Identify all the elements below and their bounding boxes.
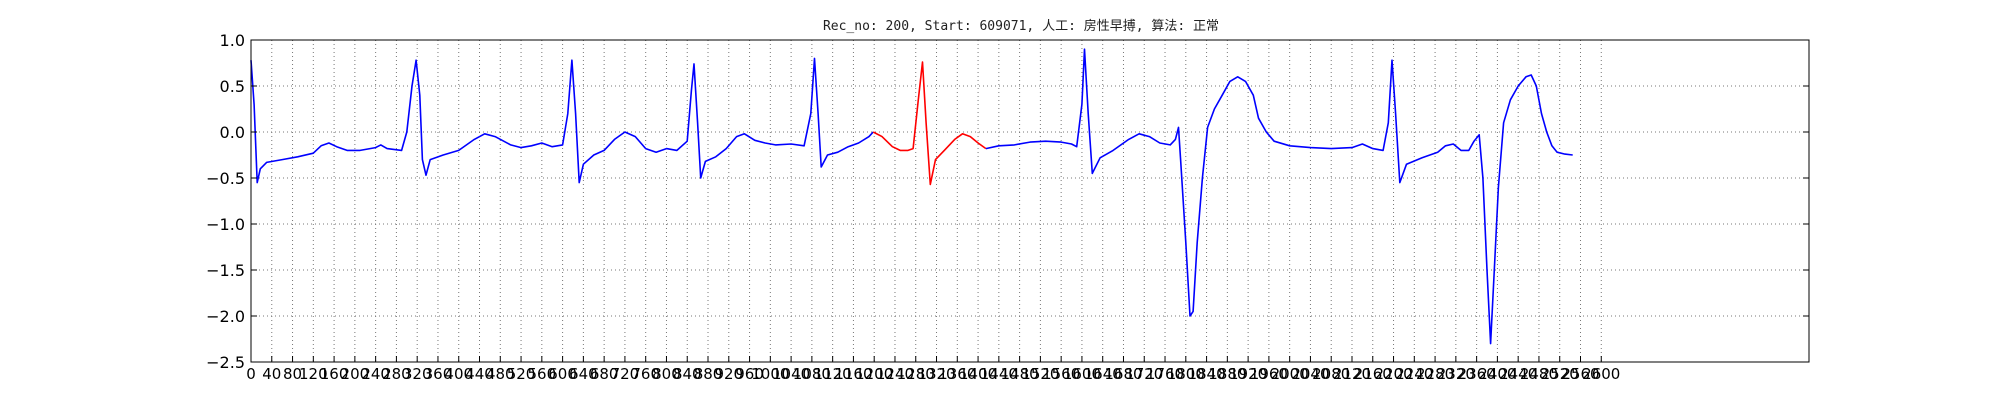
x-tick-label: 1200	[855, 365, 893, 383]
x-tick-label: 1360	[938, 365, 976, 383]
x-tick-label: 1560	[1042, 365, 1080, 383]
chart-title: Rec_no: 200, Start: 609071, 人工: 房性早搏, 算法…	[823, 18, 1219, 34]
x-tick-label: 2360	[1458, 365, 1496, 383]
y-tick-label: −1.0	[206, 215, 245, 234]
y-tick-label: −1.5	[206, 261, 245, 280]
x-tick-label: 1600	[1063, 365, 1101, 383]
x-tick-label: 1280	[897, 365, 935, 383]
x-tick-label: 1440	[980, 365, 1018, 383]
x-tick-label: 120	[299, 365, 328, 383]
x-tick-label: 200	[341, 365, 370, 383]
x-tick-label: 960	[735, 365, 764, 383]
x-tick-label: 1640	[1084, 365, 1122, 383]
x-tick-label: 440	[465, 365, 494, 383]
y-tick-label: −0.5	[206, 169, 245, 188]
x-tick-label: 2400	[1478, 365, 1516, 383]
x-tick-label: 2000	[1271, 365, 1309, 383]
x-tick-label: 1120	[814, 365, 852, 383]
x-tick-label: 640	[569, 365, 598, 383]
x-tick-label: 1760	[1146, 365, 1184, 383]
x-tick-label: 240	[361, 365, 390, 383]
ecg-series	[250, 48, 1573, 345]
x-tick-label: 400	[444, 365, 473, 383]
x-tick-label: 1880	[1208, 365, 1246, 383]
x-axis-ticks: 0 40 8012016020024028032036040044048052056…	[246, 356, 1620, 383]
x-tick-label: 1320	[917, 365, 955, 383]
x-tick-label: 1080	[793, 365, 831, 383]
x-tick-label: 1000	[751, 365, 789, 383]
x-tick-label: 2560	[1561, 365, 1599, 383]
x-tick-label: 160	[320, 365, 349, 383]
x-tick-label: 2320	[1437, 365, 1475, 383]
x-tick-label: 760	[631, 365, 660, 383]
y-axis-ticks: 1.0 0.5 0.0 −0.5 −1.0 −1.5 −2.0 −2.5	[206, 31, 1809, 372]
x-tick-label: 1800	[1167, 365, 1205, 383]
ecg-series-line-1	[250, 57, 874, 184]
ecg-series-line-2	[872, 61, 987, 186]
x-tick-label: 520	[507, 365, 536, 383]
x-tick-label: 2200	[1374, 365, 1412, 383]
x-tick-label: 800	[652, 365, 681, 383]
x-tick-label: 600	[548, 365, 577, 383]
x-tick-label: 1960	[1250, 365, 1288, 383]
x-tick-label: 2080	[1312, 365, 1350, 383]
y-tick-label: 1.0	[220, 31, 245, 50]
x-tick-label: 80	[283, 365, 302, 383]
y-tick-label: 0.0	[220, 123, 245, 142]
x-tick-label: 320	[403, 365, 432, 383]
x-tick-label: 2160	[1354, 365, 1392, 383]
x-tick-label: 720	[611, 365, 640, 383]
x-tick-label: 2480	[1520, 365, 1558, 383]
x-tick-label: 680	[590, 365, 619, 383]
x-tick-label: 0	[246, 365, 256, 383]
x-tick-label: 920	[714, 365, 743, 383]
y-tick-label: −2.5	[206, 353, 245, 372]
x-tick-label: 1520	[1021, 365, 1059, 383]
x-tick-label: 2520	[1541, 365, 1579, 383]
x-tick-label: 1480	[1001, 365, 1039, 383]
x-tick-label: 1680	[1104, 365, 1142, 383]
x-tick-label: 2600	[1582, 365, 1620, 383]
x-tick-label: 1400	[959, 365, 997, 383]
x-tick-label: 40	[262, 365, 281, 383]
plot-frame	[250, 39, 1810, 363]
x-tick-label: 1040	[772, 365, 810, 383]
x-tick-label: 880	[694, 365, 723, 383]
x-tick-label: 840	[673, 365, 702, 383]
x-tick-label: 480	[486, 365, 515, 383]
y-tick-label: −2.0	[206, 307, 245, 326]
x-tick-label: 280	[382, 365, 411, 383]
x-tick-label: 1720	[1125, 365, 1163, 383]
x-tick-label: 360	[424, 365, 453, 383]
x-tick-label: 1920	[1229, 365, 1267, 383]
ecg-series-line-3	[985, 48, 1573, 345]
x-tick-label: 2120	[1333, 365, 1371, 383]
grid-lines	[251, 40, 1809, 362]
x-tick-label: 2240	[1395, 365, 1433, 383]
x-tick-label: 2280	[1416, 365, 1454, 383]
x-tick-label: 560	[528, 365, 557, 383]
x-tick-label: 1840	[1187, 365, 1225, 383]
y-tick-label: 0.5	[220, 77, 245, 96]
x-tick-label: 1240	[876, 365, 914, 383]
x-tick-label: 2440	[1499, 365, 1537, 383]
x-tick-label: 1160	[834, 365, 872, 383]
x-tick-label: 2040	[1291, 365, 1329, 383]
